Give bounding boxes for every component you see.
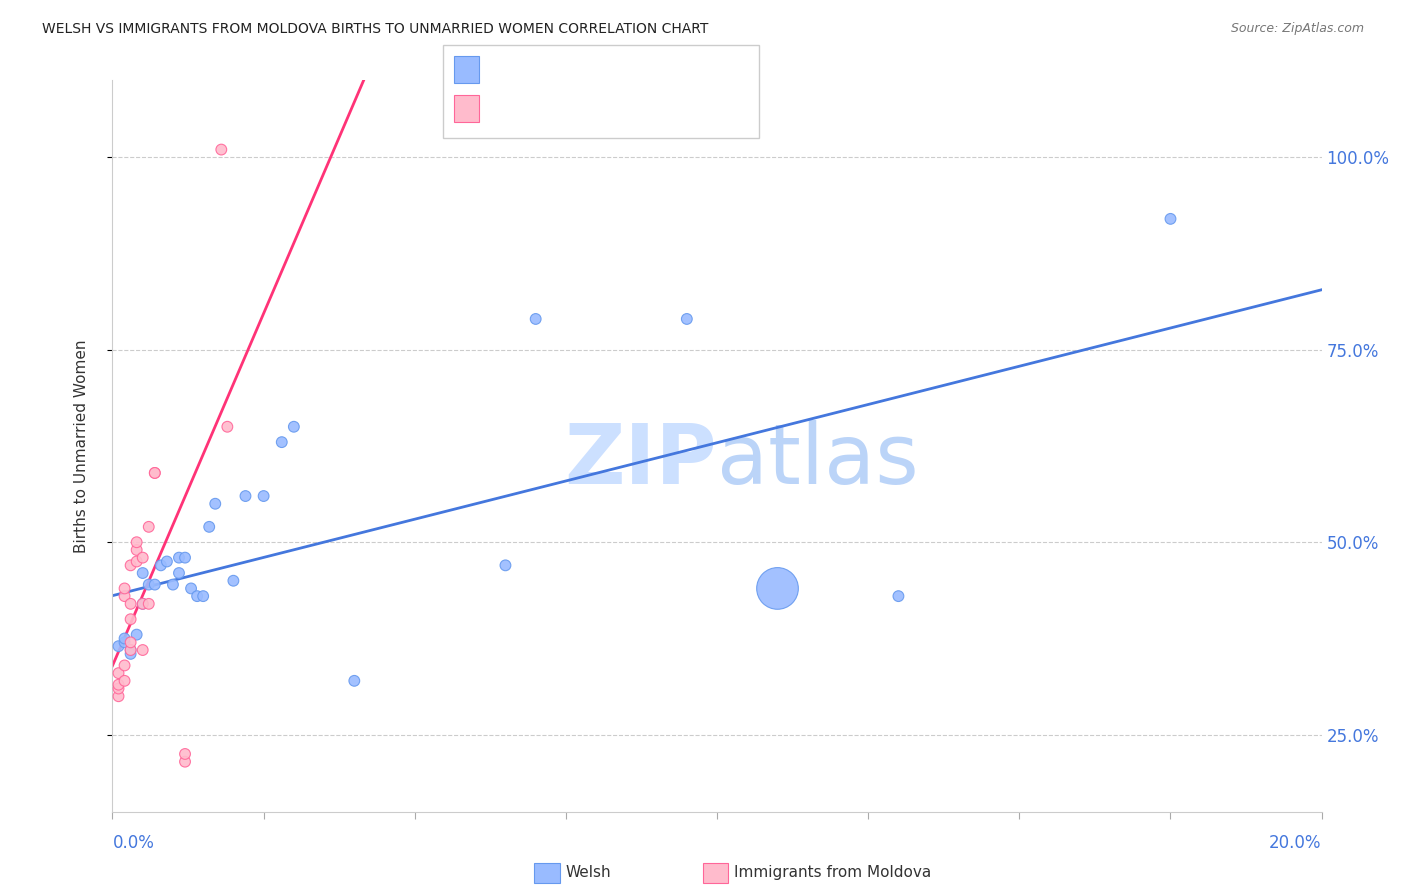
Point bbox=[107, 681, 129, 696]
Point bbox=[235, 489, 257, 503]
Point bbox=[120, 597, 142, 611]
Point bbox=[120, 643, 142, 657]
Point bbox=[114, 658, 136, 673]
Point bbox=[120, 558, 142, 573]
Point bbox=[114, 635, 136, 649]
Point bbox=[191, 589, 214, 603]
Point bbox=[132, 566, 155, 580]
Point bbox=[167, 550, 190, 565]
Point bbox=[149, 558, 172, 573]
Point bbox=[120, 635, 142, 649]
Point bbox=[283, 419, 305, 434]
Point bbox=[162, 577, 184, 591]
Point bbox=[887, 589, 910, 603]
Point bbox=[125, 543, 148, 558]
Point bbox=[174, 755, 197, 769]
Point bbox=[107, 666, 129, 681]
Point bbox=[766, 582, 789, 596]
Point bbox=[132, 643, 155, 657]
Point bbox=[343, 673, 366, 688]
Point bbox=[174, 550, 197, 565]
Point bbox=[167, 566, 190, 580]
Point bbox=[107, 690, 129, 704]
Text: Immigrants from Moldova: Immigrants from Moldova bbox=[734, 865, 931, 880]
Point bbox=[524, 312, 547, 326]
Point bbox=[107, 639, 129, 653]
Point bbox=[114, 632, 136, 646]
Text: Welsh: Welsh bbox=[565, 865, 610, 880]
Point bbox=[253, 489, 276, 503]
Point bbox=[125, 554, 148, 568]
Point bbox=[186, 589, 208, 603]
Point bbox=[204, 497, 226, 511]
Point bbox=[180, 582, 202, 596]
Point bbox=[270, 435, 292, 450]
Point bbox=[222, 574, 245, 588]
Point bbox=[209, 143, 232, 157]
Point bbox=[174, 747, 197, 761]
Text: Source: ZipAtlas.com: Source: ZipAtlas.com bbox=[1230, 22, 1364, 36]
Point bbox=[138, 597, 160, 611]
Point bbox=[114, 582, 136, 596]
Point bbox=[120, 643, 142, 657]
Point bbox=[125, 535, 148, 549]
Point bbox=[138, 577, 160, 591]
Point bbox=[107, 678, 129, 692]
Point bbox=[132, 597, 155, 611]
Text: ZIP: ZIP bbox=[565, 420, 717, 501]
Point bbox=[114, 589, 136, 603]
Point bbox=[143, 466, 166, 480]
Point bbox=[156, 554, 179, 568]
Text: R = 0.553   N = 33: R = 0.553 N = 33 bbox=[488, 62, 633, 77]
Point bbox=[198, 520, 221, 534]
Point bbox=[495, 558, 517, 573]
Point bbox=[1159, 211, 1181, 226]
Point bbox=[143, 577, 166, 591]
Point bbox=[125, 627, 148, 641]
Text: R = 0.664   N = 27: R = 0.664 N = 27 bbox=[488, 102, 633, 116]
Point bbox=[143, 466, 166, 480]
Point bbox=[120, 612, 142, 626]
Point bbox=[120, 647, 142, 661]
Point bbox=[217, 419, 239, 434]
Point bbox=[114, 673, 136, 688]
Point bbox=[675, 312, 697, 326]
Text: 0.0%: 0.0% bbox=[112, 834, 155, 852]
Point bbox=[138, 520, 160, 534]
Text: WELSH VS IMMIGRANTS FROM MOLDOVA BIRTHS TO UNMARRIED WOMEN CORRELATION CHART: WELSH VS IMMIGRANTS FROM MOLDOVA BIRTHS … bbox=[42, 22, 709, 37]
Y-axis label: Births to Unmarried Women: Births to Unmarried Women bbox=[75, 339, 89, 553]
Text: atlas: atlas bbox=[717, 420, 918, 501]
Text: 20.0%: 20.0% bbox=[1270, 834, 1322, 852]
Point bbox=[132, 597, 155, 611]
Point bbox=[132, 550, 155, 565]
